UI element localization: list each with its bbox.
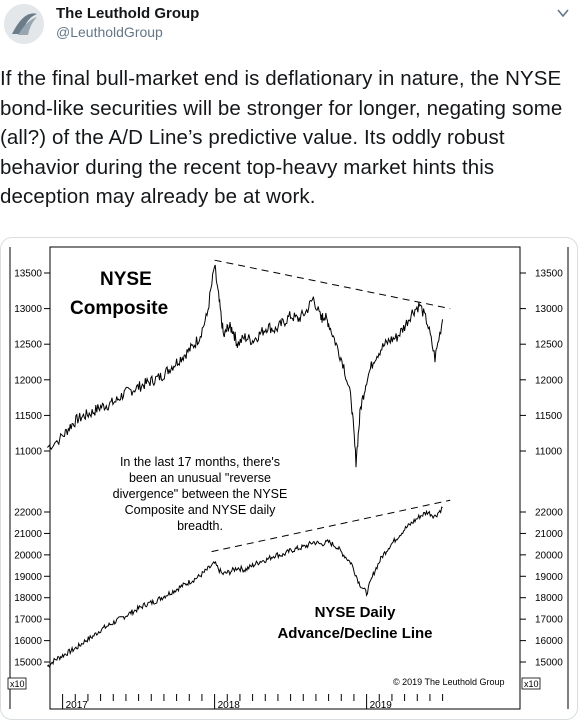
y-tick-label: 22000 <box>535 508 563 519</box>
note-line-5: breadth. <box>177 519 223 533</box>
copyright-text: © 2019 The Leuthold Group <box>393 677 505 687</box>
chart-image-card[interactable]: 11000 11000 11500 11500 12000 12000 12500 12500… <box>0 237 578 720</box>
y-tick-label: 21000 <box>14 529 42 540</box>
y-tick-label: 18000 <box>535 593 563 604</box>
scale-tag-right-box <box>521 677 541 690</box>
y-tick-label: 17000 <box>535 615 563 626</box>
y-tick-label: 15000 <box>535 658 563 669</box>
note-line-1: In the last 17 months, there's <box>120 455 280 469</box>
y-tick-label: 12000 <box>14 375 42 386</box>
note-line-2: been an unusual "reverse <box>129 471 271 485</box>
y-tick-label: 17000 <box>14 615 42 626</box>
y-tick-label: 11000 <box>535 447 563 458</box>
y-tick-label: 12000 <box>535 375 563 386</box>
top-y-ticks: 11000 11000 11500 11500 12000 12000 12500 12500… <box>14 269 563 458</box>
tweet-text: If the final bull-market end is deflatio… <box>0 67 569 208</box>
chevron-down-icon[interactable] <box>556 6 570 20</box>
x-tick-label: 2019 <box>370 700 393 711</box>
y-tick-label: 19000 <box>535 572 563 583</box>
note-line-4: Composite and NYSE daily <box>125 503 277 517</box>
x-tick-label: 2018 <box>218 700 241 711</box>
scale-tag-left-box <box>7 677 27 690</box>
y-tick-label: 12500 <box>14 340 42 351</box>
y-tick-label: 12500 <box>535 340 563 351</box>
tweet-header: The Leuthold Group @LeutholdGroup <box>0 0 578 50</box>
nyse-composite-series <box>47 259 451 468</box>
author-name[interactable]: The Leuthold Group <box>56 5 200 22</box>
chart-svg: 11000 11000 11500 11500 12000 12000 12500 12500… <box>7 246 569 711</box>
nyse-composite-line <box>47 264 444 468</box>
y-tick-label: 11500 <box>535 411 563 422</box>
ad-line-series <box>47 499 451 668</box>
top-label-line2: Composite <box>70 298 168 319</box>
x-ticks: 2017 2018 2019 <box>62 694 444 711</box>
composite-trendline <box>214 259 451 310</box>
bottom-label-line1: NYSE Daily <box>315 604 397 621</box>
scale-tag-left: x10 <box>10 679 25 689</box>
x-tick-label: 2017 <box>66 700 89 711</box>
note-line-3: divergence" between the NYSE <box>113 487 288 501</box>
y-tick-label: 22000 <box>14 508 42 519</box>
y-tick-label: 20000 <box>14 550 42 561</box>
avatar[interactable] <box>4 4 44 44</box>
avatar-logo <box>4 4 44 44</box>
y-tick-label: 13500 <box>535 269 563 280</box>
y-tick-label: 15000 <box>14 658 42 669</box>
scale-tag-right: x10 <box>524 679 539 689</box>
ad-line <box>47 506 443 668</box>
y-tick-label: 11500 <box>15 411 43 422</box>
y-tick-label: 21000 <box>535 529 563 540</box>
ad-trendline <box>211 499 451 553</box>
top-label-line1: NYSE <box>100 269 152 290</box>
bottom-label-line2: Advance/Decline Line <box>277 625 432 642</box>
y-tick-label: 13000 <box>535 304 563 315</box>
y-tick-label: 13500 <box>14 269 42 280</box>
y-tick-label: 20000 <box>535 550 563 561</box>
y-tick-label: 16000 <box>535 636 563 647</box>
y-tick-label: 19000 <box>14 572 42 583</box>
author-handle[interactable]: @LeutholdGroup <box>56 24 163 40</box>
y-tick-label: 11000 <box>15 447 43 458</box>
y-tick-label: 18000 <box>14 593 42 604</box>
bottom-y-ticks: 15000 15000 16000 16000 17000 17000 18000 18000… <box>14 508 563 669</box>
y-tick-label: 16000 <box>14 636 42 647</box>
y-tick-label: 13000 <box>14 304 42 315</box>
